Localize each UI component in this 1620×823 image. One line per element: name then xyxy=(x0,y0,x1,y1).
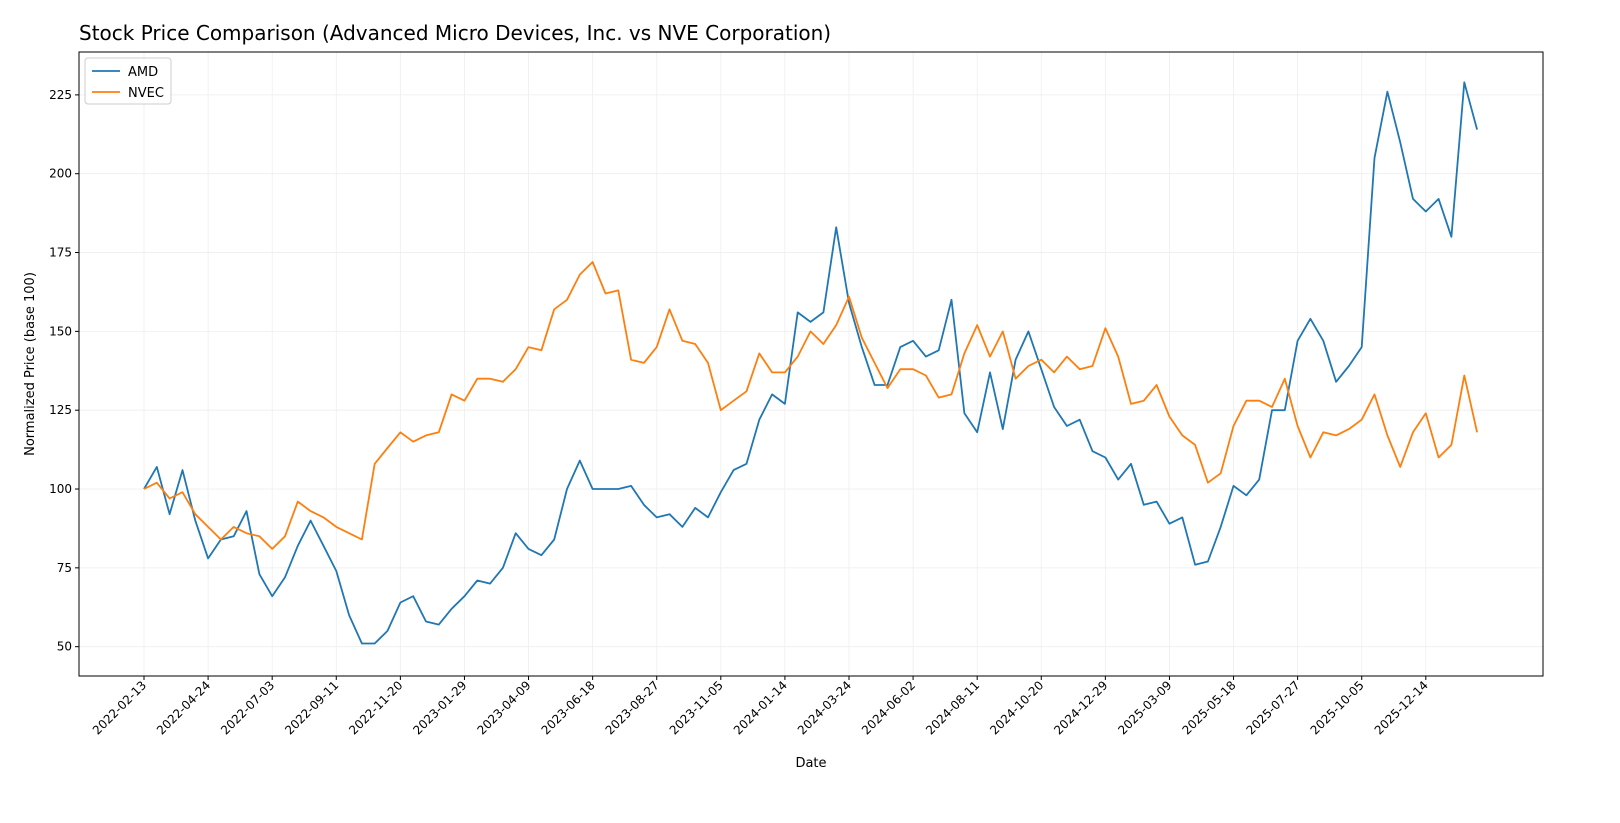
x-tick-label: 2025-05-18 xyxy=(1179,678,1238,737)
y-tick-label: 150 xyxy=(49,324,72,338)
x-tick-label: 2023-08-27 xyxy=(603,678,662,737)
y-axis-label: Normalized Price (base 100) xyxy=(23,272,38,456)
x-tick-label: 2024-06-02 xyxy=(859,678,918,737)
x-tick-label: 2024-12-29 xyxy=(1051,678,1110,737)
y-tick-label: 125 xyxy=(49,403,72,417)
x-tick-label: 2022-09-11 xyxy=(282,678,341,737)
x-tick-label: 2024-08-11 xyxy=(923,678,982,737)
x-tick-label: 2025-10-05 xyxy=(1308,678,1367,737)
y-tick-label: 225 xyxy=(49,88,72,102)
x-tick-label: 2022-02-13 xyxy=(90,678,149,737)
x-tick-label: 2025-12-14 xyxy=(1372,678,1431,737)
chart-title: Stock Price Comparison (Advanced Micro D… xyxy=(79,21,831,45)
x-tick-label: 2023-11-05 xyxy=(667,678,726,737)
legend-label-amd: AMD xyxy=(128,65,158,80)
x-tick-label: 2025-07-27 xyxy=(1244,678,1303,737)
x-tick-label: 2025-03-09 xyxy=(1115,678,1174,737)
x-axis: 2022-02-13 2022-04-24 2022-07-03 2022-09-11… xyxy=(90,676,1431,737)
grid xyxy=(79,52,1543,676)
x-axis-label: Date xyxy=(795,756,826,771)
legend: AMD NVEC xyxy=(84,57,172,105)
x-tick-label: 2023-06-18 xyxy=(539,678,598,737)
y-tick-label: 75 xyxy=(57,561,72,575)
series-group xyxy=(143,81,1478,645)
x-tick-label: 2022-07-03 xyxy=(218,678,277,737)
x-tick-label: 2023-04-09 xyxy=(474,678,533,737)
x-tick-label: 2024-01-14 xyxy=(731,678,790,737)
y-tick-label: 175 xyxy=(49,246,72,260)
x-tick-label: 2024-10-20 xyxy=(987,678,1046,737)
legend-label-nvec: NVEC xyxy=(128,86,164,101)
series-line-nvec xyxy=(143,261,1478,550)
plot-frame xyxy=(78,51,1544,677)
x-tick-label: 2022-11-20 xyxy=(346,678,405,737)
y-tick-label: 200 xyxy=(49,167,72,181)
series-line-amd xyxy=(143,81,1478,645)
y-axis: 50 75 100 125 150 175 200 225 xyxy=(49,88,79,654)
x-tick-label: 2023-01-29 xyxy=(410,678,469,737)
x-tick-label: 2024-03-24 xyxy=(795,678,854,737)
y-tick-label: 100 xyxy=(49,482,72,496)
y-tick-label: 50 xyxy=(57,640,72,654)
x-tick-label: 2022-04-24 xyxy=(154,678,213,737)
